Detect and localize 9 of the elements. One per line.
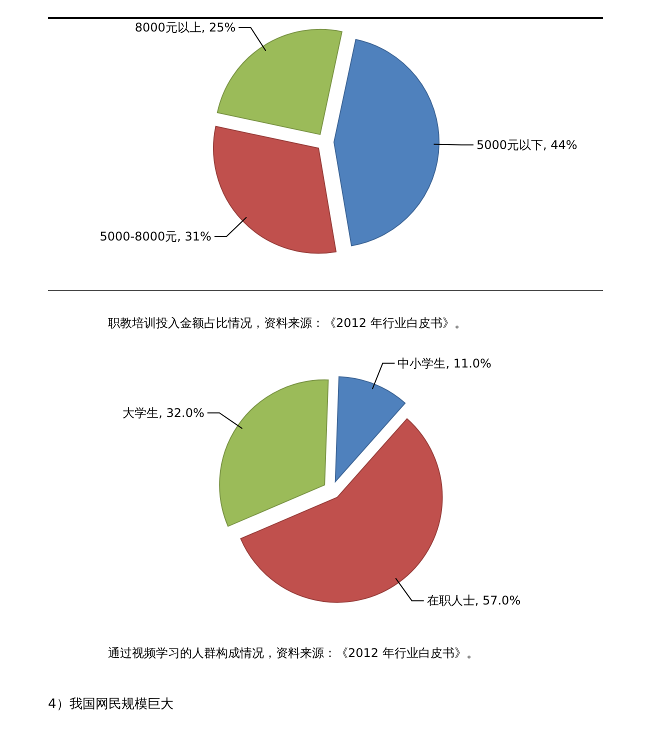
slice-label: 中小学生, 11.0%: [398, 356, 492, 370]
slice-label: 8000元以上, 25%: [134, 20, 236, 35]
text: 通过视频学习的人群构成情况，资料来源：《2012 年行业白皮书》。: [108, 646, 478, 660]
text: 职教培训投入金额占比情况，资料来源：《2012 年行业白皮书》。: [108, 316, 466, 330]
text: 4）我国网民规模巨大: [48, 697, 174, 712]
slice-label: 5000-8000元, 31%: [100, 229, 212, 244]
slice-label: 大学生, 32.0%: [122, 406, 204, 420]
slice-label: 在职人士, 57.0%: [426, 594, 521, 608]
slice-label: 5000元以下, 44%: [476, 138, 578, 152]
